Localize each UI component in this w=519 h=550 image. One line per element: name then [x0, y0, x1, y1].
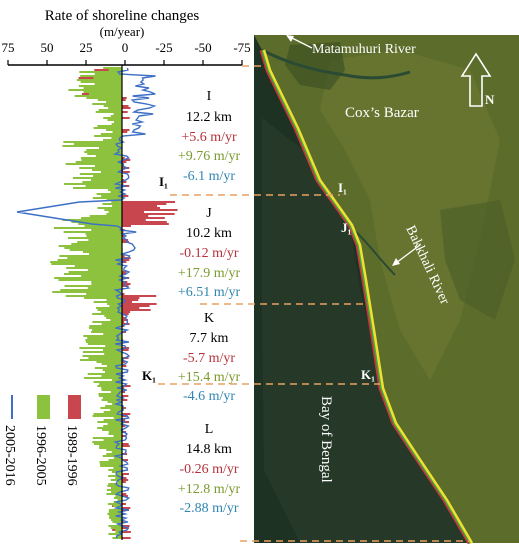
segment-l-rate-1989: -0.26 m/yr [179, 462, 238, 477]
segment-l-id: L [205, 422, 214, 437]
segment-i-id: I [207, 89, 212, 104]
legend-label-1989-1996: 1989-1996 [64, 425, 79, 486]
segment-k-rate-1989: -5.7 m/yr [183, 351, 235, 366]
bakkhali-pointer-icon [395, 244, 421, 264]
north-arrow-icon [460, 52, 492, 107]
chart-units: (m/year) [100, 24, 145, 39]
segment-i-rate-1989: +5.6 m/yr [181, 130, 237, 145]
bay-of-bengal-label: Bay of Bengal [318, 396, 334, 483]
axis-tick-label: 25 [80, 40, 93, 55]
north-arrow: N [460, 52, 495, 107]
axis-tick-label: 50 [41, 40, 54, 55]
axis-tick-label: 75 [2, 40, 15, 55]
axis-tick-marks [7, 60, 243, 65]
axis-tick-label: 0 [122, 40, 129, 55]
segment-boundaries [158, 65, 470, 542]
map-sea-light-band [262, 118, 498, 543]
legend-swatch-1989-1996 [68, 395, 81, 419]
segment-i-length: 12.2 km [186, 110, 232, 125]
matamuhuri-pointer-icon [289, 36, 313, 49]
north-label: N [485, 92, 495, 107]
axis-tick-label: -50 [194, 40, 211, 55]
segment-l: L 14.8 km -0.26 m/yr +12.8 m/yr -2.88 m/… [178, 422, 241, 516]
series-1989-1996 [78, 67, 178, 539]
segment-j-length: 10.2 km [186, 226, 232, 241]
segment-j-rate-1989: -0.12 m/yr [179, 246, 238, 261]
chart-title: Rate of shoreline changes [45, 8, 200, 24]
coxs-bazar-label: Cox’s Bazar [345, 105, 419, 121]
matamuhuri-label: Matamuhuri River [312, 42, 416, 57]
map-land-texture [320, 50, 500, 380]
legend-label-1996-2005: 1996-2005 [33, 425, 48, 486]
map-land-dark-patch-2 [440, 200, 515, 320]
satellite-map: N Matamuhuri River Cox’s Bazar I₁ J₁ K₁ … [254, 35, 519, 545]
rate-chart: Rate of shoreline changes (m/year) 75 50 2… [2, 8, 251, 540]
bakkhali-river-path [355, 231, 396, 276]
segment-j-rate-1996: +17.9 m/yr [178, 266, 241, 281]
i1-label: I₁ [338, 180, 347, 195]
matamuhuri-river [261, 48, 411, 80]
legend-swatch-1996-2005 [37, 395, 50, 419]
j1-label: J₁ [341, 220, 352, 235]
series-1996-2005 [50, 67, 122, 539]
legend: 1989-1996 1996-2005 2005-2016 [2, 395, 81, 486]
segment-k-rate-2005: -4.6 m/yr [183, 389, 235, 404]
segment-j-id: J [206, 206, 212, 221]
segment-j-rate-2005: +6.51 m/yr [178, 285, 241, 300]
axis-tick-label: -75 [233, 40, 250, 55]
legend-label-2005-2016: 2005-2016 [2, 425, 17, 486]
k1-map-label: K₁ [361, 367, 375, 382]
segment-l-rate-1996: +12.8 m/yr [178, 482, 241, 497]
segment-k: K 7.7 km -5.7 m/yr +15.4 m/yr -4.6 m/yr [178, 311, 241, 404]
segment-k-length: 7.7 km [190, 331, 229, 346]
axis-tick-label: -25 [155, 40, 172, 55]
shoreline-2016 [262, 49, 474, 544]
matamuhuri-pointer-head-icon [286, 35, 294, 42]
segment-l-length: 14.8 km [186, 442, 232, 457]
bakkhali-pointer-head-icon [392, 258, 400, 266]
segment-k-id: K [204, 311, 214, 326]
segment-i-rate-2005: -6.1 m/yr [183, 169, 235, 184]
segment-i-rate-1996: +9.76 m/yr [178, 149, 241, 164]
axis-tick-labels: 75 50 25 0 -25 -50 -75 [2, 40, 251, 55]
chart-marker-k1: K₁ [142, 368, 156, 383]
chart-marker-i1: I₁ [159, 174, 168, 189]
segment-l-rate-2005: -2.88 m/yr [179, 501, 238, 516]
map-land-dark-patch [285, 42, 345, 90]
segment-j: J 10.2 km -0.12 m/yr +17.9 m/yr +6.51 m/… [178, 206, 241, 300]
segment-i: I 12.2 km +5.6 m/yr +9.76 m/yr -6.1 m/yr [178, 89, 241, 184]
segment-k-rate-1996: +15.4 m/yr [178, 370, 241, 385]
